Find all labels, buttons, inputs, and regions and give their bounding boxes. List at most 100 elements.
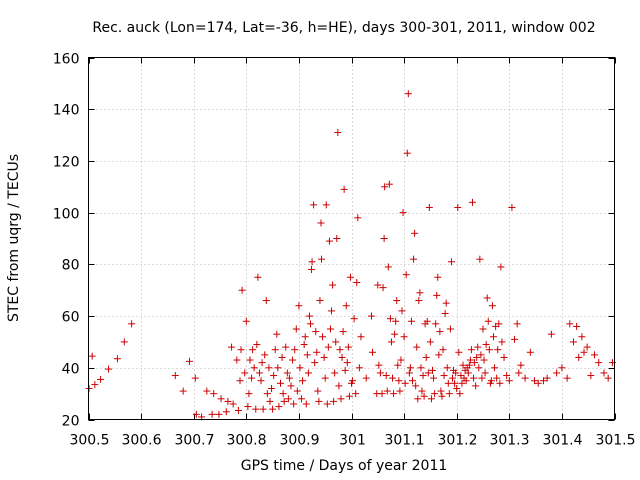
data-point: [265, 364, 273, 372]
data-point: [465, 361, 473, 369]
data-point: [283, 369, 291, 377]
data-point: [513, 320, 521, 328]
data-point: [376, 369, 384, 377]
data-point: [404, 90, 412, 98]
data-point: [511, 335, 519, 343]
data-point: [120, 338, 128, 346]
data-point: [275, 403, 283, 411]
data-point: [515, 369, 523, 377]
data-points: [85, 90, 616, 421]
data-point: [458, 379, 466, 387]
data-point: [367, 312, 375, 320]
data-point: [591, 351, 599, 359]
data-point: [343, 359, 351, 367]
data-point: [439, 346, 447, 354]
data-point: [280, 397, 288, 405]
data-point: [405, 369, 413, 377]
data-point: [429, 366, 437, 374]
data-point: [266, 397, 274, 405]
data-point: [303, 351, 311, 359]
data-point: [386, 315, 394, 323]
data-point: [317, 219, 325, 227]
data-point: [441, 309, 449, 317]
data-point: [600, 369, 608, 377]
data-point: [315, 397, 323, 405]
data-point: [321, 374, 329, 382]
y-tick-label: 40: [62, 362, 80, 378]
data-point: [383, 387, 391, 395]
data-point: [412, 382, 420, 390]
data-point: [505, 377, 513, 385]
data-point: [229, 400, 237, 408]
data-point: [531, 377, 539, 385]
data-point: [390, 390, 398, 398]
data-point: [424, 369, 432, 377]
data-point: [477, 351, 485, 359]
data-point: [480, 356, 488, 364]
data-point: [440, 372, 448, 380]
data-point: [329, 281, 337, 289]
data-point: [310, 201, 318, 209]
data-point: [392, 317, 400, 325]
data-point: [233, 356, 241, 364]
data-point: [299, 377, 307, 385]
data-point: [398, 307, 406, 315]
data-point: [432, 320, 440, 328]
data-point: [503, 372, 511, 380]
y-tick-label: 60: [62, 310, 80, 326]
data-point: [517, 361, 525, 369]
data-point: [270, 372, 278, 380]
data-point: [244, 403, 252, 411]
data-point: [308, 258, 316, 266]
data-point: [88, 352, 96, 360]
data-point: [203, 387, 211, 395]
data-point: [289, 356, 297, 364]
data-point: [566, 320, 574, 328]
x-tick-label: 301.3: [489, 433, 529, 449]
data-point: [331, 369, 339, 377]
data-point: [407, 317, 415, 325]
data-point: [252, 405, 260, 413]
data-point: [426, 338, 434, 346]
data-point: [445, 390, 453, 398]
data-point: [300, 341, 308, 349]
data-point: [338, 353, 346, 361]
data-point: [401, 379, 409, 387]
data-point: [269, 405, 277, 413]
data-point: [318, 255, 326, 263]
data-point: [393, 297, 401, 305]
data-point: [485, 346, 493, 354]
data-point: [262, 297, 270, 305]
data-point: [339, 328, 347, 336]
y-tick-label: 120: [53, 155, 80, 171]
data-point: [375, 361, 383, 369]
data-point: [456, 390, 464, 398]
data-point: [91, 381, 99, 389]
data-point: [448, 374, 456, 382]
data-point: [490, 333, 498, 341]
data-point: [287, 382, 295, 390]
data-point: [128, 320, 136, 328]
data-point: [417, 364, 425, 372]
data-point: [191, 374, 199, 382]
data-point: [438, 392, 446, 400]
data-point: [444, 379, 452, 387]
data-point: [259, 405, 267, 413]
y-tick-label: 100: [53, 207, 80, 223]
data-point: [467, 346, 475, 354]
data-point: [97, 375, 105, 383]
data-point: [295, 302, 303, 310]
data-point: [325, 237, 333, 245]
data-point: [587, 372, 595, 380]
data-point: [237, 346, 245, 354]
data-point: [391, 330, 399, 338]
data-point: [320, 353, 328, 361]
data-point: [273, 330, 281, 338]
data-point: [508, 203, 516, 211]
data-point: [326, 325, 334, 333]
data-point: [319, 333, 327, 341]
data-point: [380, 235, 388, 242]
data-point: [344, 343, 352, 351]
data-point: [466, 356, 474, 364]
